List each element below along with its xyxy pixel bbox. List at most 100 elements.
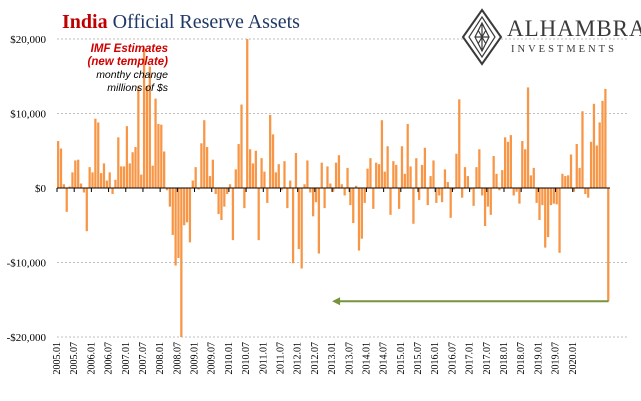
bar bbox=[420, 164, 424, 188]
x-tick-label: 2007.01 bbox=[121, 342, 132, 375]
y-axis-labels: -$20,000 -$10,000 $0 $10,000 $20,000 bbox=[7, 34, 47, 344]
bar bbox=[91, 172, 94, 188]
title-country: India bbox=[62, 11, 108, 33]
bar bbox=[303, 184, 306, 188]
bar bbox=[369, 158, 372, 188]
bar bbox=[79, 183, 83, 188]
x-tick-label: 2011.01 bbox=[258, 342, 269, 374]
bar bbox=[592, 103, 596, 188]
bar bbox=[105, 180, 108, 188]
bar bbox=[578, 167, 581, 188]
bar bbox=[372, 188, 375, 209]
bar bbox=[495, 173, 498, 188]
chart-notes: IMF Estimates (new template) monthy chan… bbox=[64, 43, 168, 94]
x-tick-label: 2010.01 bbox=[224, 342, 235, 375]
bar bbox=[337, 155, 341, 188]
bar bbox=[435, 188, 438, 203]
bar bbox=[409, 166, 412, 188]
x-tick-label: 2018.01 bbox=[499, 342, 510, 375]
note-imf-estimates: IMF Estimates bbox=[90, 43, 168, 55]
bar bbox=[429, 176, 432, 188]
bar bbox=[137, 86, 140, 188]
bar bbox=[415, 158, 418, 188]
bar bbox=[77, 159, 80, 188]
note-monthly-change: monthy change bbox=[96, 69, 168, 81]
bar bbox=[349, 188, 352, 206]
bar bbox=[589, 141, 593, 188]
bar bbox=[340, 184, 343, 188]
x-tick-label: 2005.01 bbox=[52, 342, 63, 375]
bar bbox=[97, 122, 100, 188]
bars bbox=[57, 39, 610, 337]
bar bbox=[208, 176, 212, 188]
bar bbox=[243, 188, 246, 209]
x-tick-label: 2007.07 bbox=[138, 342, 149, 375]
bar bbox=[183, 188, 186, 226]
bar bbox=[263, 171, 266, 188]
bar bbox=[120, 166, 123, 188]
bar bbox=[134, 147, 137, 188]
bar bbox=[360, 188, 363, 239]
bar bbox=[535, 188, 538, 203]
bar bbox=[446, 182, 449, 188]
chart-title: India Official Reserve Assets bbox=[62, 10, 300, 34]
bar bbox=[481, 188, 484, 196]
bar bbox=[269, 114, 272, 188]
x-tick-label: 2005.07 bbox=[69, 342, 80, 375]
bar bbox=[478, 149, 481, 188]
bar bbox=[289, 180, 292, 188]
bar bbox=[180, 188, 183, 337]
bar bbox=[452, 188, 455, 190]
bar bbox=[501, 170, 504, 188]
bar bbox=[194, 167, 197, 188]
bar bbox=[283, 161, 286, 188]
bar bbox=[291, 188, 295, 264]
x-tick-label: 2015.07 bbox=[413, 342, 424, 375]
bar bbox=[94, 118, 97, 188]
bar bbox=[125, 126, 129, 188]
bar bbox=[383, 171, 386, 188]
bar bbox=[122, 166, 126, 188]
bar bbox=[274, 172, 278, 188]
x-axis bbox=[56, 187, 610, 192]
bar bbox=[248, 149, 252, 188]
x-tick-label: 2008.01 bbox=[155, 342, 166, 375]
bar bbox=[561, 173, 564, 188]
x-tick-label: 2014.07 bbox=[379, 342, 390, 375]
bar bbox=[165, 188, 169, 191]
bar bbox=[314, 188, 318, 203]
bar bbox=[363, 188, 366, 203]
bar bbox=[438, 188, 441, 196]
bar bbox=[111, 188, 114, 194]
bar bbox=[334, 162, 338, 188]
arrow-annotation bbox=[332, 297, 609, 306]
bar bbox=[432, 160, 435, 188]
bar bbox=[108, 172, 111, 188]
bar bbox=[354, 185, 358, 188]
bar bbox=[512, 188, 515, 196]
x-tick-label: 2019.07 bbox=[551, 342, 562, 375]
grid-lines bbox=[57, 38, 628, 338]
bar bbox=[469, 188, 472, 190]
note-units: millions of $s bbox=[107, 81, 168, 94]
bar bbox=[217, 188, 220, 215]
x-axis-labels: 2005.01 2005.07 2006.01 2006.07 2007.01 2007.… bbox=[52, 342, 579, 375]
alhambra-logo: ALHAMBRA INVESTMENTS bbox=[455, 8, 641, 68]
bar bbox=[326, 166, 329, 188]
alhambra-diamond-icon bbox=[461, 8, 503, 66]
y-tick-label: -$20,000 bbox=[7, 332, 47, 344]
arrow-head bbox=[332, 297, 341, 306]
bar bbox=[85, 188, 88, 232]
bar bbox=[526, 87, 530, 188]
bar bbox=[151, 165, 154, 188]
x-tick-label: 2012.07 bbox=[310, 342, 321, 375]
bar bbox=[62, 184, 65, 188]
x-tick-label: 2020.01 bbox=[568, 342, 579, 375]
y-tick-label: -$10,000 bbox=[7, 258, 47, 270]
bar bbox=[297, 188, 300, 250]
bar bbox=[254, 150, 257, 188]
bar bbox=[558, 188, 561, 253]
bar bbox=[403, 173, 406, 188]
bar bbox=[211, 159, 214, 188]
bar bbox=[251, 163, 255, 188]
